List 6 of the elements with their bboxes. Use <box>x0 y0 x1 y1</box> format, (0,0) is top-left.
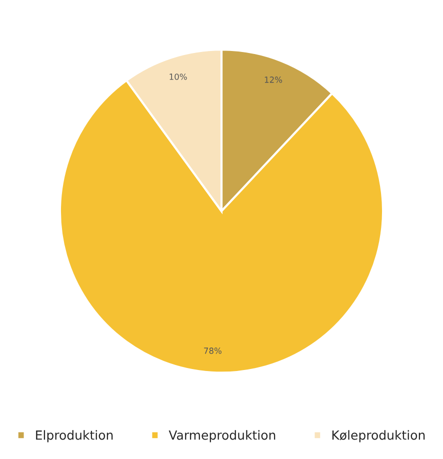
data-label: 12% <box>264 76 282 83</box>
data-label: 10% <box>170 74 187 80</box>
legend-label: Køleproduktion <box>332 430 425 442</box>
legend-label: Elproduktion <box>36 430 113 442</box>
legend-label: Varmeproduktion <box>168 430 276 442</box>
data-label: 78% <box>204 348 222 354</box>
